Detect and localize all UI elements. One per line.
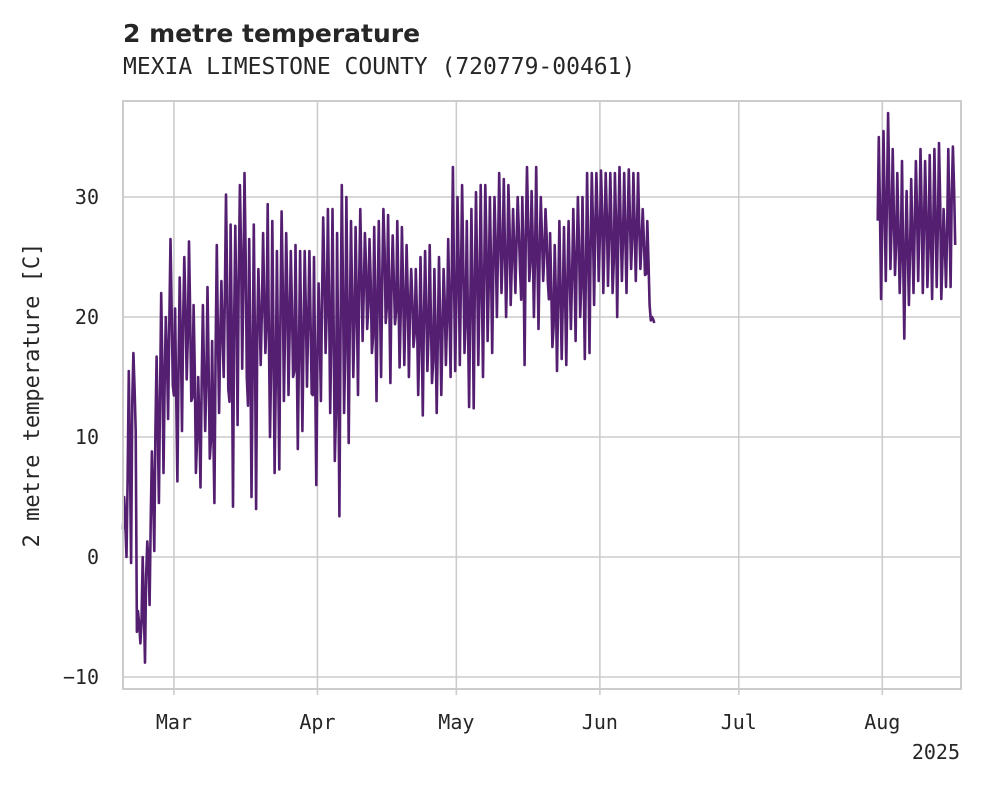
- y-tick-label: −10: [63, 665, 99, 689]
- y-tick-label: 10: [75, 425, 99, 449]
- temperature-series-line-segment: [876, 111, 957, 340]
- x-tick-label: Jul: [721, 710, 757, 734]
- chart-subtitle: MEXIA LIMESTONE COUNTY (720779-00461): [123, 54, 635, 80]
- x-tick-labels: Mar Apr May Jun Jul Aug: [156, 689, 900, 734]
- y-tick-label: 0: [87, 545, 99, 569]
- x-offset-year-label: 2025: [912, 740, 960, 764]
- x-tick-label: Aug: [864, 710, 900, 734]
- x-tick-label: Apr: [299, 710, 335, 734]
- series-layer: [121, 111, 957, 664]
- y-axis-label: 2 metre temperature [C]: [20, 243, 45, 548]
- chart-title: 2 metre temperature: [123, 19, 420, 48]
- y-tick-label: 30: [75, 185, 99, 209]
- x-tick-label: Jun: [582, 710, 618, 734]
- plot-frame: [122, 100, 962, 690]
- y-tick-label: 20: [75, 305, 99, 329]
- x-tick-label: Mar: [156, 710, 192, 734]
- temperature-series-line-segment: [121, 165, 656, 664]
- x-tick-label: May: [438, 710, 474, 734]
- y-tick-labels: −10 0 10 20 30: [63, 185, 99, 689]
